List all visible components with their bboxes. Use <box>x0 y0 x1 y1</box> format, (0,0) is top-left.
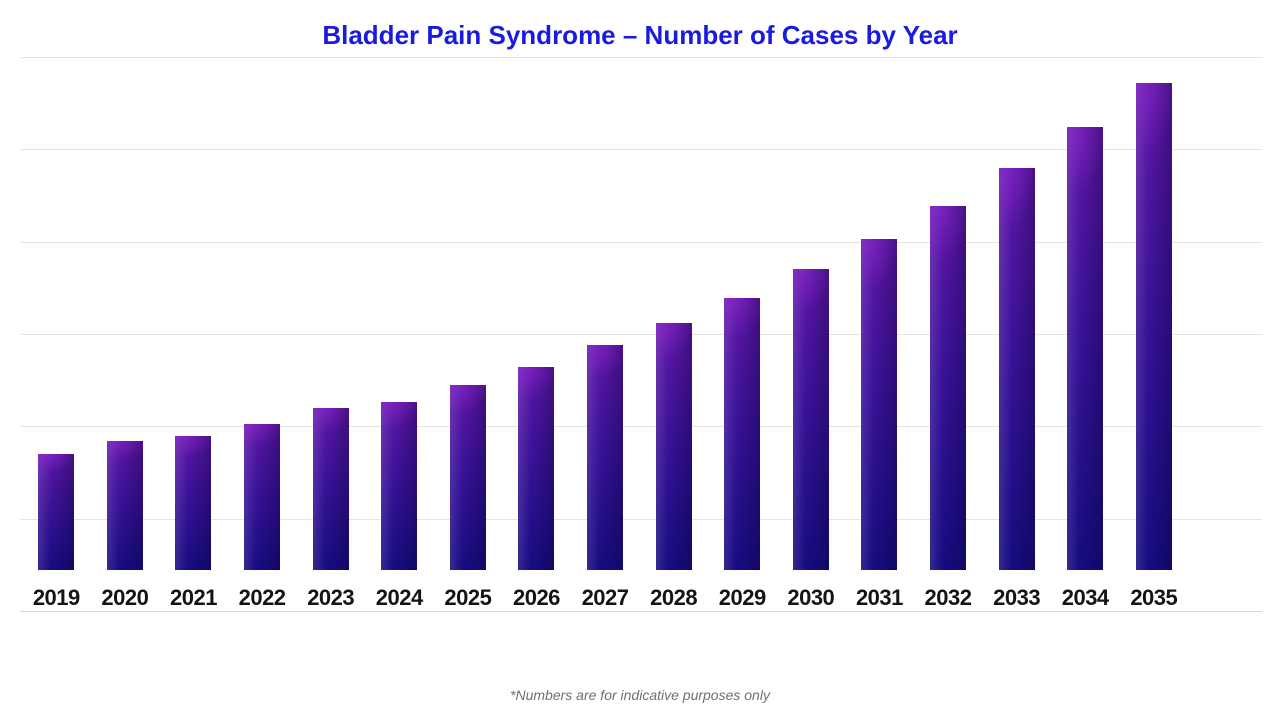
chart-footnote: *Numbers are for indicative purposes onl… <box>510 687 770 703</box>
bar-slot <box>434 57 503 570</box>
bar-column: 2033 <box>982 57 1051 611</box>
x-axis-label: 2024 <box>375 585 423 610</box>
bar-column: 2034 <box>1051 57 1120 611</box>
x-axis-label: 2027 <box>581 585 629 610</box>
gridline <box>20 149 1262 151</box>
bar-2019 <box>38 453 75 570</box>
bar-slot <box>777 57 846 570</box>
bar-slot <box>228 57 297 570</box>
bar-column: 2025 <box>434 57 503 611</box>
bar-slot <box>914 57 983 570</box>
bar-column: 2029 <box>708 57 777 611</box>
x-axis-label: 2032 <box>924 585 972 610</box>
bar-slot <box>365 57 434 570</box>
bar-column: 2031 <box>845 57 914 611</box>
bar-2035 <box>1135 82 1172 570</box>
x-axis-label: 2025 <box>444 585 492 610</box>
bar-2021 <box>175 435 212 570</box>
bars-container: 2019 2020 2021 2022 2023 2024 2025 2026 2027 2028… <box>22 57 1188 611</box>
x-axis-label: 2021 <box>170 585 217 610</box>
bar-slot <box>1051 57 1120 570</box>
bar-column: 2030 <box>777 57 846 611</box>
gridline <box>20 241 1262 243</box>
bar-2029 <box>724 298 761 570</box>
x-axis-label: 2019 <box>32 585 80 610</box>
bar-column: 2035 <box>1120 57 1189 611</box>
bar-2023 <box>312 408 349 570</box>
bar-column: 2022 <box>228 57 297 611</box>
bar-column: 2021 <box>159 57 228 611</box>
bar-2020 <box>106 440 143 570</box>
x-axis-label: 2030 <box>787 585 835 610</box>
gridline <box>20 426 1262 428</box>
bar-2022 <box>244 423 281 570</box>
bar-2025 <box>449 385 486 570</box>
x-axis-label: 2026 <box>512 585 560 610</box>
bar-slot <box>639 57 708 570</box>
bar-2026 <box>518 366 555 570</box>
gridline <box>20 518 1262 520</box>
bar-slot <box>1120 57 1189 570</box>
x-axis-label: 2033 <box>993 585 1041 610</box>
x-axis-label: 2028 <box>650 585 698 610</box>
bar-2033 <box>998 168 1035 570</box>
x-axis-label: 2023 <box>307 585 355 610</box>
bar-slot <box>845 57 914 570</box>
bar-2032 <box>930 205 967 570</box>
bar-slot <box>571 57 640 570</box>
bar-2028 <box>655 322 692 570</box>
bar-column: 2028 <box>639 57 708 611</box>
bar-column: 2019 <box>22 57 91 611</box>
bar-slot <box>708 57 777 570</box>
bar-slot <box>982 57 1051 570</box>
chart-title: Bladder Pain Syndrome – Number of Cases … <box>322 20 958 50</box>
bar-column: 2023 <box>296 57 365 611</box>
bar-slot <box>502 57 571 570</box>
bar-column: 2024 <box>365 57 434 611</box>
bar-slot <box>91 57 160 570</box>
x-axis-label: 2020 <box>101 585 149 610</box>
bar-slot <box>22 57 91 570</box>
x-axis-label: 2031 <box>855 585 903 610</box>
x-axis-label: 2034 <box>1061 585 1109 610</box>
plot-area: 2019 2020 2021 2022 2023 2024 2025 2026 2027 2028… <box>20 57 1262 612</box>
bar-column: 2026 <box>502 57 571 611</box>
bar-slot <box>296 57 365 570</box>
bar-slot <box>159 57 228 570</box>
gridline <box>20 57 1262 58</box>
bar-2030 <box>792 269 829 570</box>
bar-column: 2032 <box>914 57 983 611</box>
bar-column: 2027 <box>571 57 640 611</box>
x-axis-label: 2022 <box>238 585 286 610</box>
bar-2024 <box>381 401 418 570</box>
x-axis-line <box>20 611 1262 612</box>
bar-2027 <box>587 345 624 570</box>
gridline <box>20 334 1262 335</box>
x-axis-label: 2029 <box>718 585 766 610</box>
x-axis-label: 2035 <box>1130 585 1178 610</box>
bar-2031 <box>861 239 898 570</box>
bar-column: 2020 <box>91 57 160 611</box>
bar-2034 <box>1067 127 1104 570</box>
